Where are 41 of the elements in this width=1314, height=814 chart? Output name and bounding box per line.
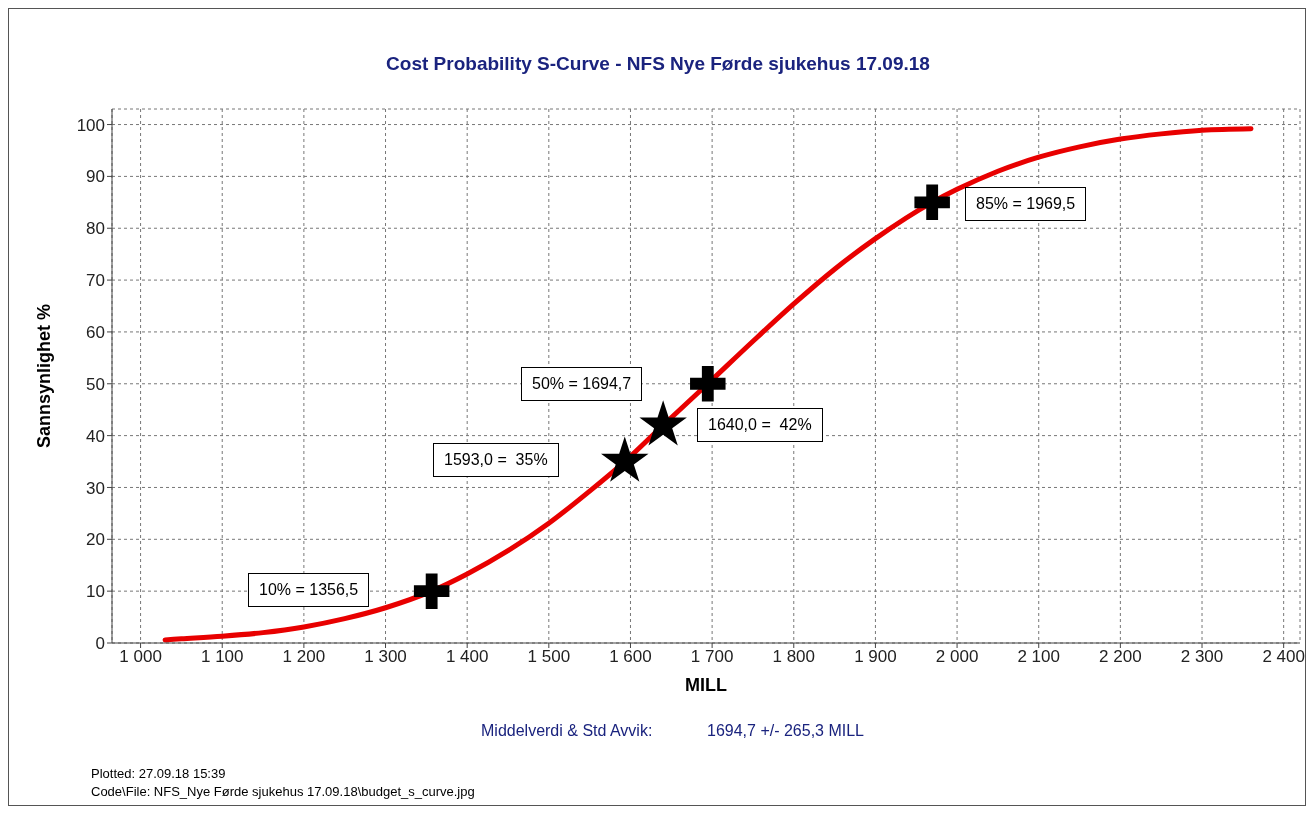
x-tick-label: 1 800	[772, 647, 816, 667]
y-tick-label: 30	[86, 478, 105, 498]
y-tick-label: 10	[86, 582, 105, 602]
x-tick-label: 2 000	[935, 647, 979, 667]
y-tick-label: 40	[86, 426, 105, 446]
text: Code\File: NFS_Nye Førde sjukehus 17.09.18\budget_s_curve.jpg	[91, 784, 475, 799]
x-tick-label: 2 200	[1099, 647, 1142, 667]
y-tick-label: 60	[86, 322, 105, 342]
y-tick-label: 80	[86, 219, 105, 239]
annotation: 10% = 1356,5	[248, 573, 370, 607]
text: 1694,7 +/- 265,3 MILL	[707, 722, 864, 740]
y-tick-label: 50	[86, 374, 105, 394]
x-tick-label: 1 500	[527, 647, 571, 667]
text: Plotted: 27.09.18 15:39	[91, 766, 226, 781]
x-tick-label: 1 100	[200, 647, 244, 667]
y-tick-label: 90	[86, 167, 105, 187]
x-tick-label: 1 700	[690, 647, 734, 667]
y-tick-label: 100	[76, 115, 105, 135]
x-tick-label: 2 300	[1180, 647, 1224, 667]
annotation: 50% = 1694,7	[521, 367, 643, 401]
x-tick-label: 2 400	[1262, 647, 1305, 667]
x-tick-label: 1 200	[282, 647, 326, 667]
point	[413, 573, 450, 609]
y-tick-label: 0	[95, 634, 105, 654]
x-tick-label: 1 400	[445, 647, 489, 667]
y-tick-label: 70	[86, 271, 105, 291]
text: Middelverdi & Std Avvik:	[481, 722, 653, 740]
x-tick-label: 2 100	[1017, 647, 1060, 667]
x-tick-label: 1 600	[609, 647, 652, 667]
annotation: 85% = 1969,5	[965, 187, 1087, 221]
point	[914, 184, 950, 221]
annotation: 1593,0 = 35%	[433, 443, 559, 477]
x-tick-label: 1 900	[854, 647, 897, 667]
x-tick-label: 1 300	[364, 647, 407, 667]
annotation: 1640,0 = 42%	[697, 408, 823, 442]
point	[690, 366, 726, 402]
x-tick-label: 1 000	[119, 647, 162, 667]
y-axis-title: Sannsynlighet %	[34, 303, 55, 449]
chart-title: Cost Probability S-Curve - NFS Nye Førde sjukehus 17.09.18	[385, 53, 931, 75]
x-axis-title: MILL	[685, 675, 727, 695]
y-tick-label: 20	[86, 530, 105, 550]
